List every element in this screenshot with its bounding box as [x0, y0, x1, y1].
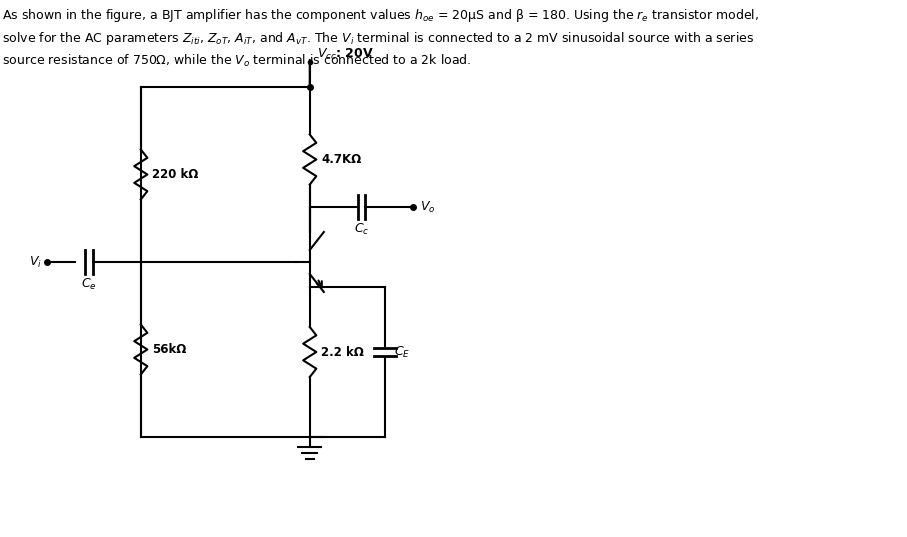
Text: 4.7KΩ: 4.7KΩ [321, 153, 361, 166]
Text: As shown in the figure, a BJT amplifier has the component values $h_{oe}$ = 20μS: As shown in the figure, a BJT amplifier … [2, 7, 759, 69]
Text: $V_o$: $V_o$ [420, 199, 435, 215]
Text: $C_e$: $C_e$ [82, 277, 97, 292]
Text: 56kΩ: 56kΩ [152, 343, 187, 356]
Text: 2.2 kΩ: 2.2 kΩ [321, 345, 364, 359]
Text: $C_c$: $C_c$ [354, 222, 369, 237]
Text: 220 kΩ: 220 kΩ [152, 168, 199, 181]
Text: $V_{cc}$: 20V: $V_{cc}$: 20V [317, 47, 375, 62]
Text: $V_i$: $V_i$ [29, 255, 43, 270]
Text: $C_E$: $C_E$ [395, 344, 411, 360]
